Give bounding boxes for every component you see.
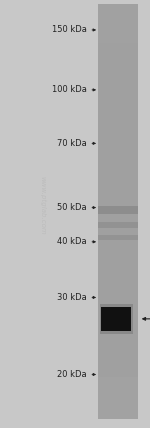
Bar (98, 377, 138, 419)
Text: 100 kDa: 100 kDa (52, 85, 87, 95)
Bar (100, 304, 133, 334)
Bar (98, 235, 138, 240)
Text: 30 kDa: 30 kDa (57, 293, 87, 302)
Bar (101, 307, 131, 330)
Text: 150 kDa: 150 kDa (52, 25, 87, 35)
Text: 50 kDa: 50 kDa (57, 203, 87, 212)
Bar (98, 206, 138, 214)
Text: 40 kDa: 40 kDa (57, 237, 87, 247)
Bar (98, 222, 138, 228)
Text: 70 kDa: 70 kDa (57, 139, 87, 148)
Bar (98, 4, 138, 43)
Text: www.ptglab.com: www.ptglab.com (39, 176, 45, 235)
Bar (98, 4, 138, 419)
Text: 20 kDa: 20 kDa (57, 370, 87, 379)
